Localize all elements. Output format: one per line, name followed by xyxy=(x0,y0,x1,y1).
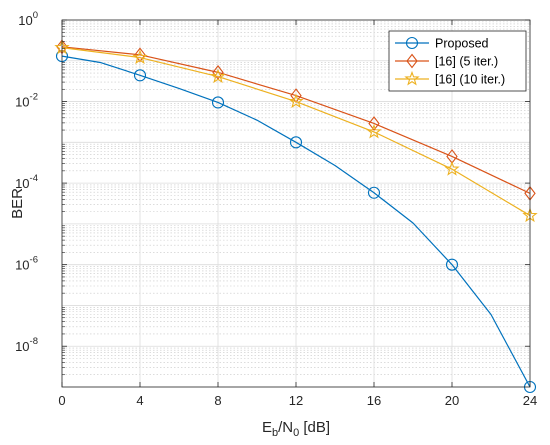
data-point-circle xyxy=(133,69,147,82)
data-point-star xyxy=(132,49,148,65)
x-tick-label: 0 xyxy=(58,393,65,408)
x-axis-label: Eb/N0 [dB] xyxy=(262,419,330,439)
legend-label: Proposed xyxy=(435,37,489,51)
x-tick-label: 4 xyxy=(136,393,143,408)
legend: Proposed [16] (5 iter.) [16] (10 iter.) xyxy=(388,30,527,92)
x-tick-label: 12 xyxy=(289,393,303,408)
y-tick-label: 10-2 xyxy=(15,92,38,110)
x-tick-label: 8 xyxy=(214,393,221,408)
legend-entries: Proposed [16] (5 iter.) [16] (10 iter.) xyxy=(395,37,505,87)
data-point-diamond xyxy=(368,116,380,131)
legend-marker-diamond xyxy=(406,53,418,69)
ticks-layer: 0 4 8 12 16 20 24 100 10-2 10-4 10-6 10-8 xyxy=(15,10,537,408)
x-tick-label: 24 xyxy=(523,393,537,408)
y-tick-label: 10-8 xyxy=(15,336,38,354)
y-axis-label: BER xyxy=(9,188,26,219)
data-point-star xyxy=(444,161,460,176)
data-point-star xyxy=(366,123,382,139)
series-line xyxy=(61,47,531,217)
legend-label: [16] (5 iter.) xyxy=(435,55,498,69)
legend-label: [16] (10 iter.) xyxy=(435,73,505,87)
legend-entry: Proposed xyxy=(395,37,489,51)
data-point-circle xyxy=(289,136,303,149)
data-point-star xyxy=(288,93,304,109)
data-point-circle xyxy=(211,96,225,109)
x-axis-label-main: E xyxy=(262,419,272,436)
legend-entry: [16] (5 iter.) xyxy=(395,53,498,69)
x-axis-label-sub1: b xyxy=(272,427,278,439)
y-tick-label: 10-6 xyxy=(15,255,38,273)
legend-entry: [16] (10 iter.) xyxy=(395,70,505,87)
data-point-diamond xyxy=(134,47,146,63)
legend-marker-circle xyxy=(405,36,419,50)
x-tick-label: 20 xyxy=(445,393,459,408)
series-line xyxy=(61,55,531,388)
data-point-circle xyxy=(367,186,381,199)
legend-marker-star xyxy=(404,70,420,86)
data-point-circle xyxy=(445,258,459,271)
x-axis-label-tail: [dB] xyxy=(299,419,330,436)
x-axis-label-sub2: 0 xyxy=(293,427,299,439)
x-axis-label-mid: /N xyxy=(278,419,293,436)
data-point-star xyxy=(210,68,226,84)
series-3 xyxy=(54,39,538,223)
series-layer xyxy=(54,39,538,394)
y-tick-label: 100 xyxy=(18,10,38,28)
y-tick-label: 10-4 xyxy=(15,173,38,191)
x-tick-label: 16 xyxy=(367,393,381,408)
